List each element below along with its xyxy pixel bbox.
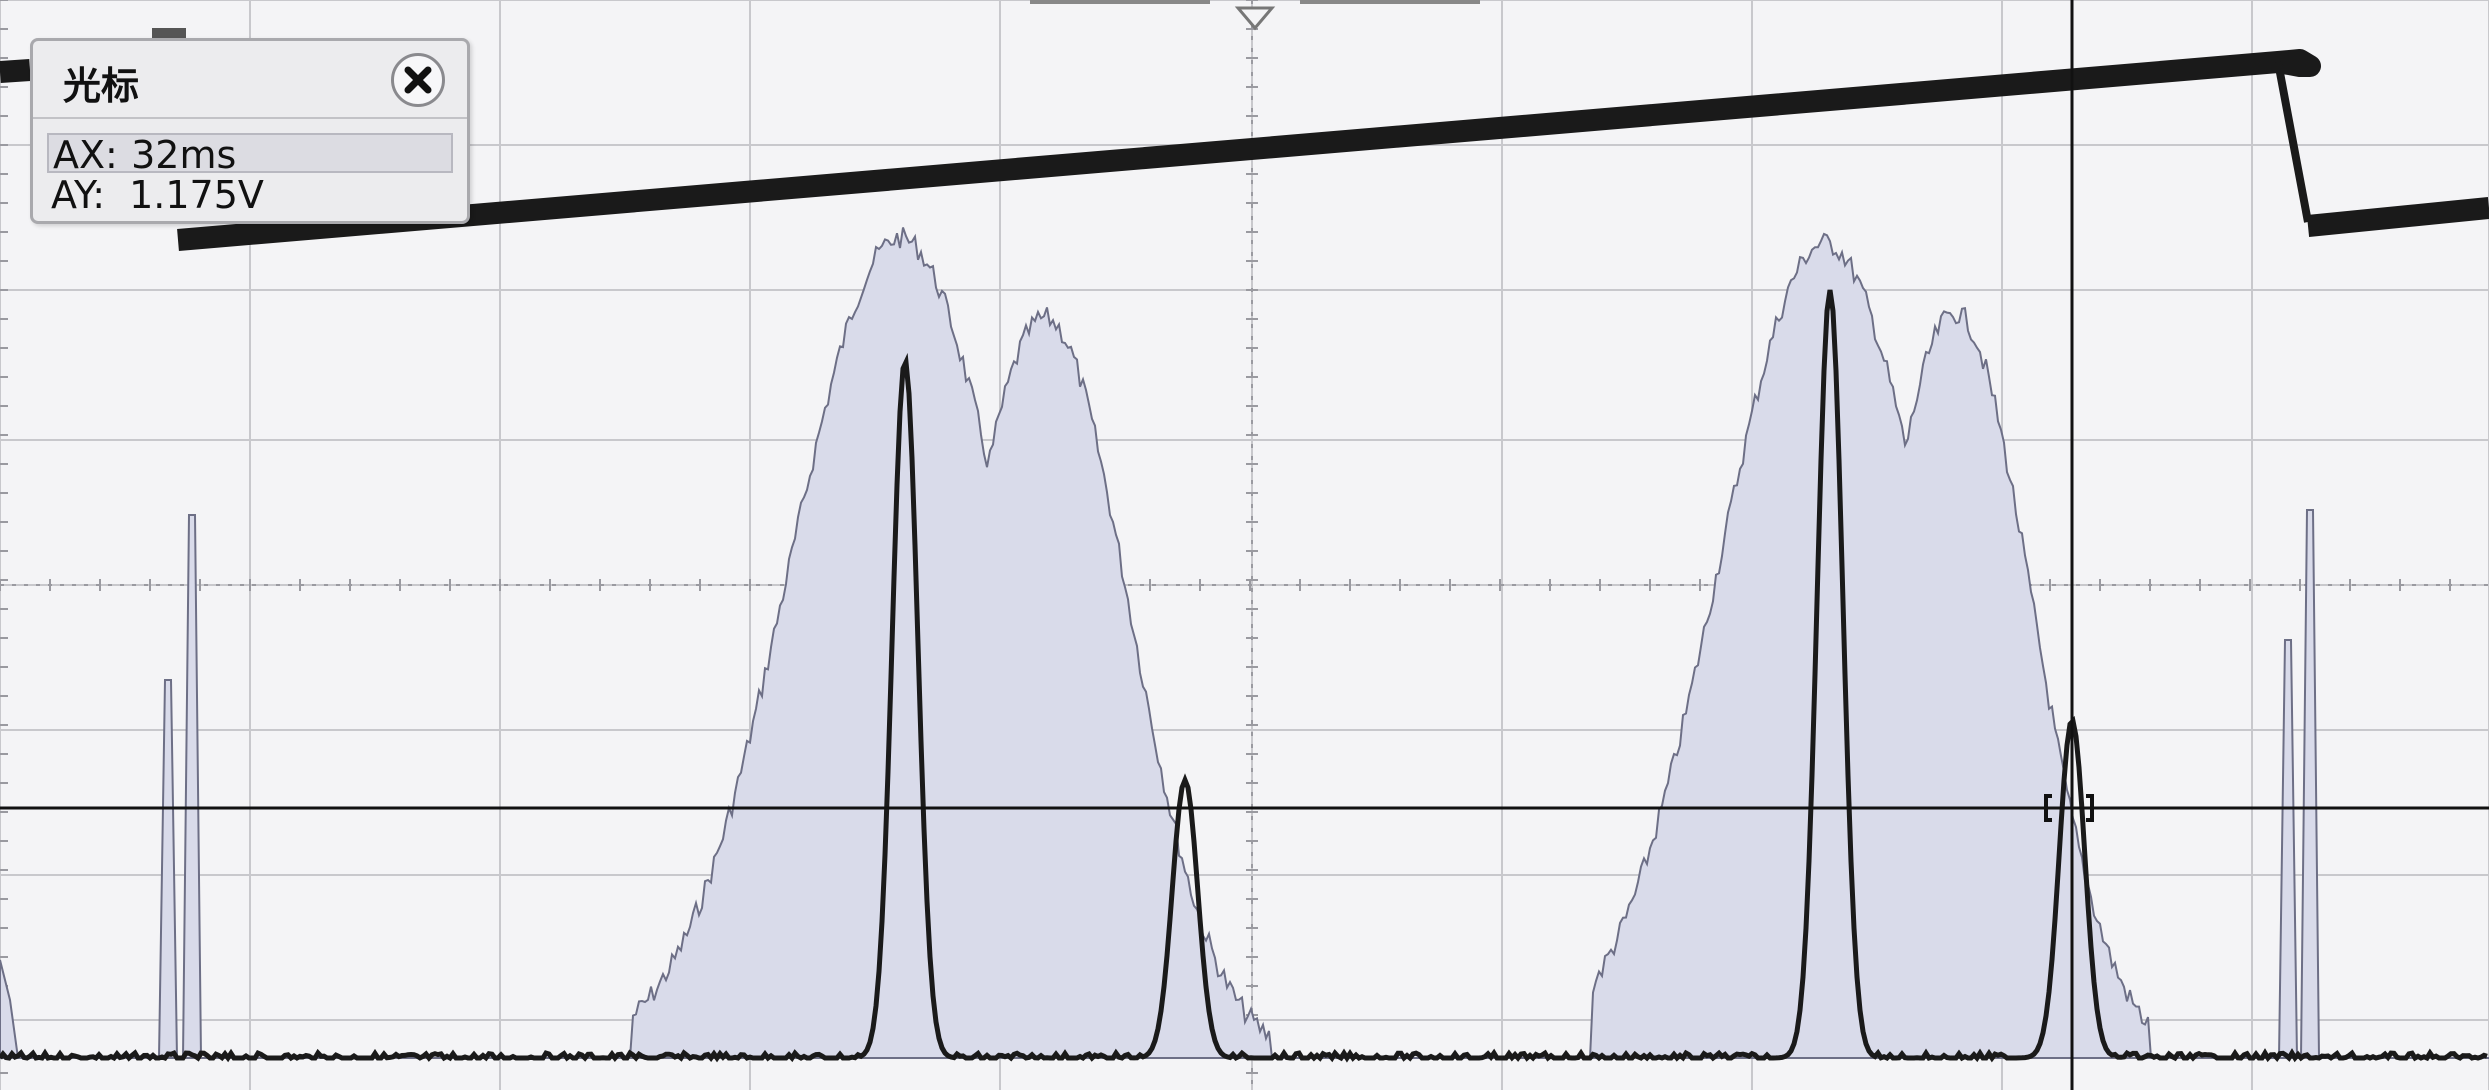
spectrum-edge-lump — [0, 959, 20, 1059]
spectrum-waveform — [0, 227, 2489, 1059]
sawtooth-ramp — [177, 49, 2321, 251]
cursor-ax-readout[interactable]: AX: 32ms — [47, 133, 453, 177]
ax-label: AX: — [53, 133, 118, 177]
cursor-crosshair-marker — [2044, 794, 2094, 822]
baseline-noise-trace — [0, 289, 2488, 1063]
cursor-panel-title: 光标 — [63, 64, 140, 108]
cursor-panel-header: 光标 — [33, 41, 467, 119]
spectrum-spike — [2299, 509, 2321, 1059]
sawtooth-segment-right — [2306, 197, 2489, 237]
ay-label: AY: — [51, 173, 106, 217]
close-button[interactable] — [391, 53, 445, 107]
trigger-position-icon — [1030, 0, 1480, 31]
cursor-ay-readout[interactable]: AY: 1.175V — [47, 175, 453, 215]
spectrum-fill — [0, 227, 2489, 1059]
ay-value: 1.175V — [129, 173, 264, 217]
close-icon — [404, 66, 432, 94]
spectrum-spike — [181, 514, 203, 1059]
sawtooth-fall — [2274, 61, 2312, 223]
ax-value: 32ms — [131, 133, 237, 177]
channel-marker — [152, 28, 186, 38]
spectrum-spike — [2277, 639, 2299, 1059]
cursor-panel[interactable]: 光标 AX: 32ms AY: 1.175V — [30, 38, 470, 224]
spectrum-spike — [157, 679, 179, 1059]
baseline-trace — [0, 289, 2488, 1063]
sawtooth-segment-left — [0, 59, 31, 83]
sawtooth-waveform — [0, 49, 2489, 251]
